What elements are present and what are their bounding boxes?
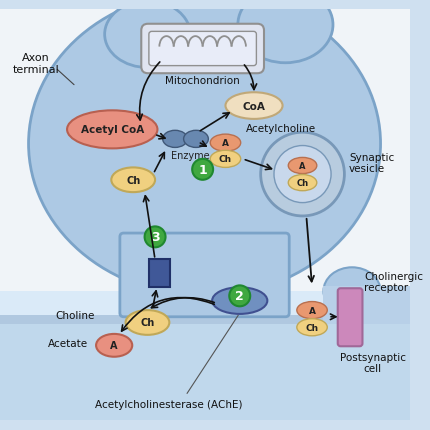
Ellipse shape — [296, 319, 326, 336]
Text: 3: 3 — [150, 231, 159, 244]
Circle shape — [192, 160, 212, 180]
Circle shape — [260, 133, 344, 216]
Bar — [0, 313, 409, 325]
Circle shape — [229, 286, 250, 307]
Bar — [0, 292, 409, 315]
Text: Acetate: Acetate — [47, 338, 87, 349]
FancyBboxPatch shape — [141, 25, 264, 74]
Ellipse shape — [322, 268, 380, 315]
Ellipse shape — [212, 288, 267, 314]
Ellipse shape — [210, 151, 240, 168]
Text: Acetylcholinesterase (AChE): Acetylcholinesterase (AChE) — [95, 399, 242, 409]
Ellipse shape — [237, 0, 332, 64]
Ellipse shape — [67, 111, 157, 149]
FancyBboxPatch shape — [120, 233, 289, 317]
Text: 2: 2 — [235, 290, 243, 303]
Ellipse shape — [111, 168, 155, 193]
Ellipse shape — [225, 93, 282, 120]
Text: Cholinergic
receptor: Cholinergic receptor — [363, 271, 422, 293]
FancyBboxPatch shape — [148, 32, 256, 67]
Text: A: A — [308, 306, 315, 315]
Text: Acetyl CoA: Acetyl CoA — [80, 125, 144, 135]
Ellipse shape — [162, 131, 187, 148]
Text: Choline: Choline — [55, 310, 94, 320]
FancyBboxPatch shape — [337, 289, 362, 347]
Text: A: A — [221, 139, 228, 148]
FancyBboxPatch shape — [149, 259, 170, 288]
Ellipse shape — [104, 2, 190, 68]
Text: Synaptic
vesicle: Synaptic vesicle — [348, 153, 393, 174]
Text: A: A — [110, 341, 118, 350]
Text: Mitochondrion: Mitochondrion — [165, 76, 240, 86]
Bar — [322, 287, 409, 325]
Ellipse shape — [210, 135, 240, 152]
Text: Enzyme: Enzyme — [171, 150, 209, 161]
FancyBboxPatch shape — [0, 10, 409, 420]
Text: A: A — [298, 162, 305, 171]
Circle shape — [144, 227, 165, 248]
Text: Ch: Ch — [140, 318, 154, 328]
Text: Ch: Ch — [218, 155, 231, 164]
Ellipse shape — [183, 131, 208, 148]
Text: Ch: Ch — [126, 175, 140, 185]
Bar — [0, 313, 409, 420]
Ellipse shape — [288, 175, 316, 191]
Bar — [0, 315, 409, 420]
Text: Acetylcholine: Acetylcholine — [246, 124, 316, 134]
Ellipse shape — [288, 158, 316, 174]
Text: Axon
terminal: Axon terminal — [13, 53, 59, 74]
Text: Postsynaptic
cell: Postsynaptic cell — [339, 352, 405, 373]
Circle shape — [273, 146, 330, 203]
Text: CoA: CoA — [242, 101, 265, 111]
Text: Ch: Ch — [296, 179, 308, 187]
Text: 1: 1 — [198, 163, 206, 176]
Ellipse shape — [296, 302, 326, 319]
Ellipse shape — [96, 334, 132, 357]
Ellipse shape — [28, 0, 380, 296]
Ellipse shape — [125, 310, 169, 335]
Text: Ch: Ch — [305, 323, 318, 332]
